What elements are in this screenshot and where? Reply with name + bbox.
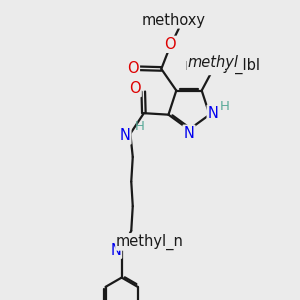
Text: N: N [119,128,130,143]
Text: methyl_lbl: methyl_lbl [185,58,261,74]
Text: N: N [184,126,194,141]
Text: O: O [129,81,141,96]
Text: N: N [208,106,219,121]
Text: H: H [134,120,144,133]
Text: methoxy: methoxy [141,13,205,28]
Text: methyl: methyl [187,55,238,70]
Text: O: O [164,37,176,52]
Text: H: H [220,100,230,113]
Text: O: O [127,61,139,76]
Text: N: N [110,243,121,258]
Text: methyl_n: methyl_n [116,234,184,250]
